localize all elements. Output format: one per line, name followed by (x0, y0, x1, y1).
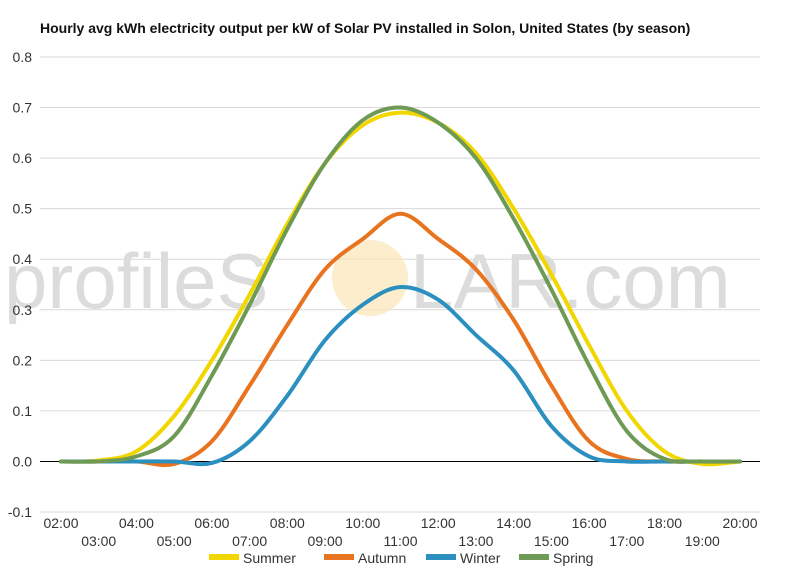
x-tick-label: 06:00 (194, 515, 229, 531)
series-line-spring (59, 105, 742, 464)
x-tick-label: 05:00 (157, 533, 192, 549)
x-tick-label: 15:00 (534, 533, 569, 549)
y-tick-label: 0.8 (13, 49, 33, 65)
x-tick-label: 18:00 (647, 515, 682, 531)
x-tick-label: 16:00 (572, 515, 607, 531)
series-line-summer (59, 110, 742, 467)
y-tick-label: 0.4 (13, 251, 33, 267)
x-tick-label: 14:00 (496, 515, 531, 531)
x-tick-label: 09:00 (308, 533, 343, 549)
series-line-winter (59, 285, 742, 467)
x-tick-label: 13:00 (458, 533, 493, 549)
x-tick-label: 17:00 (609, 533, 644, 549)
x-tick-label: 11:00 (384, 533, 418, 549)
y-tick-label: 0.2 (13, 352, 33, 368)
watermark-text-left: profileS (4, 237, 268, 325)
watermark-sun-icon (332, 240, 408, 316)
legend: Summer Autumn Winter Spring (209, 550, 593, 566)
legend-label-winter: Winter (460, 550, 501, 566)
legend-label-spring: Spring (553, 550, 593, 566)
x-tick-label: 20:00 (722, 515, 757, 531)
legend-swatch-autumn (324, 554, 354, 560)
x-tick-label: 02:00 (43, 515, 78, 531)
x-tick-label: 12:00 (421, 515, 456, 531)
y-tick-label: 0.7 (13, 100, 33, 116)
y-tick-label: 0.6 (13, 150, 33, 166)
legend-label-summer: Summer (243, 550, 296, 566)
y-tick-label: 0.0 (13, 453, 33, 469)
legend-swatch-winter (426, 554, 456, 560)
axes: -0.1 0.0 0.1 0.2 0.3 0.4 0.5 0.6 0.7 0.8 02:0003:0… (8, 49, 760, 549)
watermark: profileS LAR.com (4, 237, 731, 325)
series-lines (59, 105, 742, 468)
y-tick-label: -0.1 (8, 504, 32, 520)
x-tick-label: 10:00 (345, 515, 380, 531)
chart-title: Hourly avg kWh electricity output per kW… (40, 20, 691, 36)
x-tick-label: 03:00 (81, 533, 116, 549)
series-line-autumn (59, 211, 742, 468)
legend-swatch-spring (519, 554, 549, 560)
x-tick-label: 19:00 (685, 533, 720, 549)
y-tick-label: 0.5 (13, 201, 33, 217)
x-tick-label: 04:00 (119, 515, 154, 531)
legend-swatch-summer (209, 554, 239, 560)
y-tick-label: 0.3 (13, 302, 33, 318)
x-tick-label: 07:00 (232, 533, 267, 549)
x-tick-label: 08:00 (270, 515, 305, 531)
y-tick-label: 0.1 (13, 403, 33, 419)
legend-label-autumn: Autumn (358, 550, 406, 566)
